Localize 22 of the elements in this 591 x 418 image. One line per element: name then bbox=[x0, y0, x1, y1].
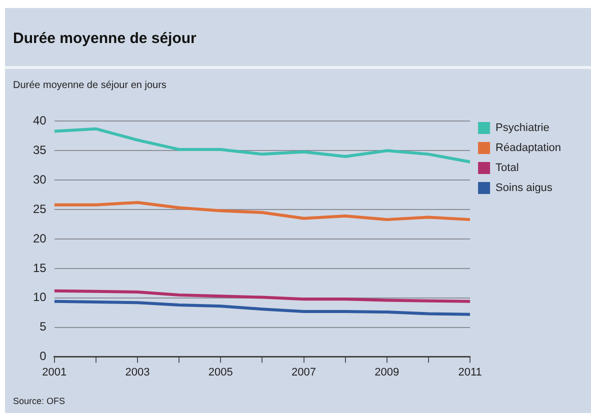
legend-label: Psychiatrie bbox=[496, 122, 550, 134]
y-tick-label: 15 bbox=[32, 260, 47, 275]
y-tick-label: 20 bbox=[32, 231, 47, 246]
source-note: Source: OFS bbox=[13, 396, 66, 406]
y-tick-label: 25 bbox=[32, 202, 47, 216]
x-tick-label: 2001 bbox=[42, 366, 67, 378]
y-tick-label: 35 bbox=[32, 142, 47, 157]
y-tick-label: 40 bbox=[32, 114, 47, 128]
chart-title: Durée moyenne de séjour bbox=[13, 30, 196, 47]
legend-label: Total bbox=[496, 162, 519, 174]
y-tick-label: 10 bbox=[32, 290, 47, 304]
x-tick-label: 2007 bbox=[292, 366, 316, 378]
x-tick-label: 2003 bbox=[125, 366, 150, 378]
x-tick-label: 2011 bbox=[458, 366, 482, 378]
x-tick-label: 2009 bbox=[374, 366, 400, 378]
y-tick-label: 0 bbox=[40, 349, 47, 364]
legend-label: Soins aigus bbox=[496, 182, 553, 194]
chart-subtitle: Durée moyenne de séjour en jours bbox=[13, 80, 166, 91]
legend-label: Réadaptation bbox=[496, 142, 562, 154]
x-tick-label: 2005 bbox=[208, 366, 233, 378]
y-tick-label: 30 bbox=[32, 172, 47, 186]
y-tick-label: 5 bbox=[40, 320, 47, 334]
